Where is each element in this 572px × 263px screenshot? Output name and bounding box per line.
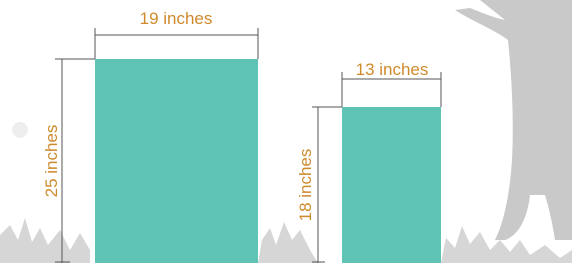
height-dimension <box>312 107 342 263</box>
width-dimension <box>95 28 258 59</box>
width-label: 13 inches <box>356 60 429 79</box>
panel <box>95 59 258 263</box>
height-label: 18 inches <box>296 149 315 222</box>
diagram: 19 inches 25 inches 13 inches 18 inches <box>0 0 572 263</box>
width-label: 19 inches <box>140 9 213 28</box>
background <box>0 0 572 263</box>
panel <box>342 107 441 263</box>
height-label: 25 inches <box>42 125 61 198</box>
